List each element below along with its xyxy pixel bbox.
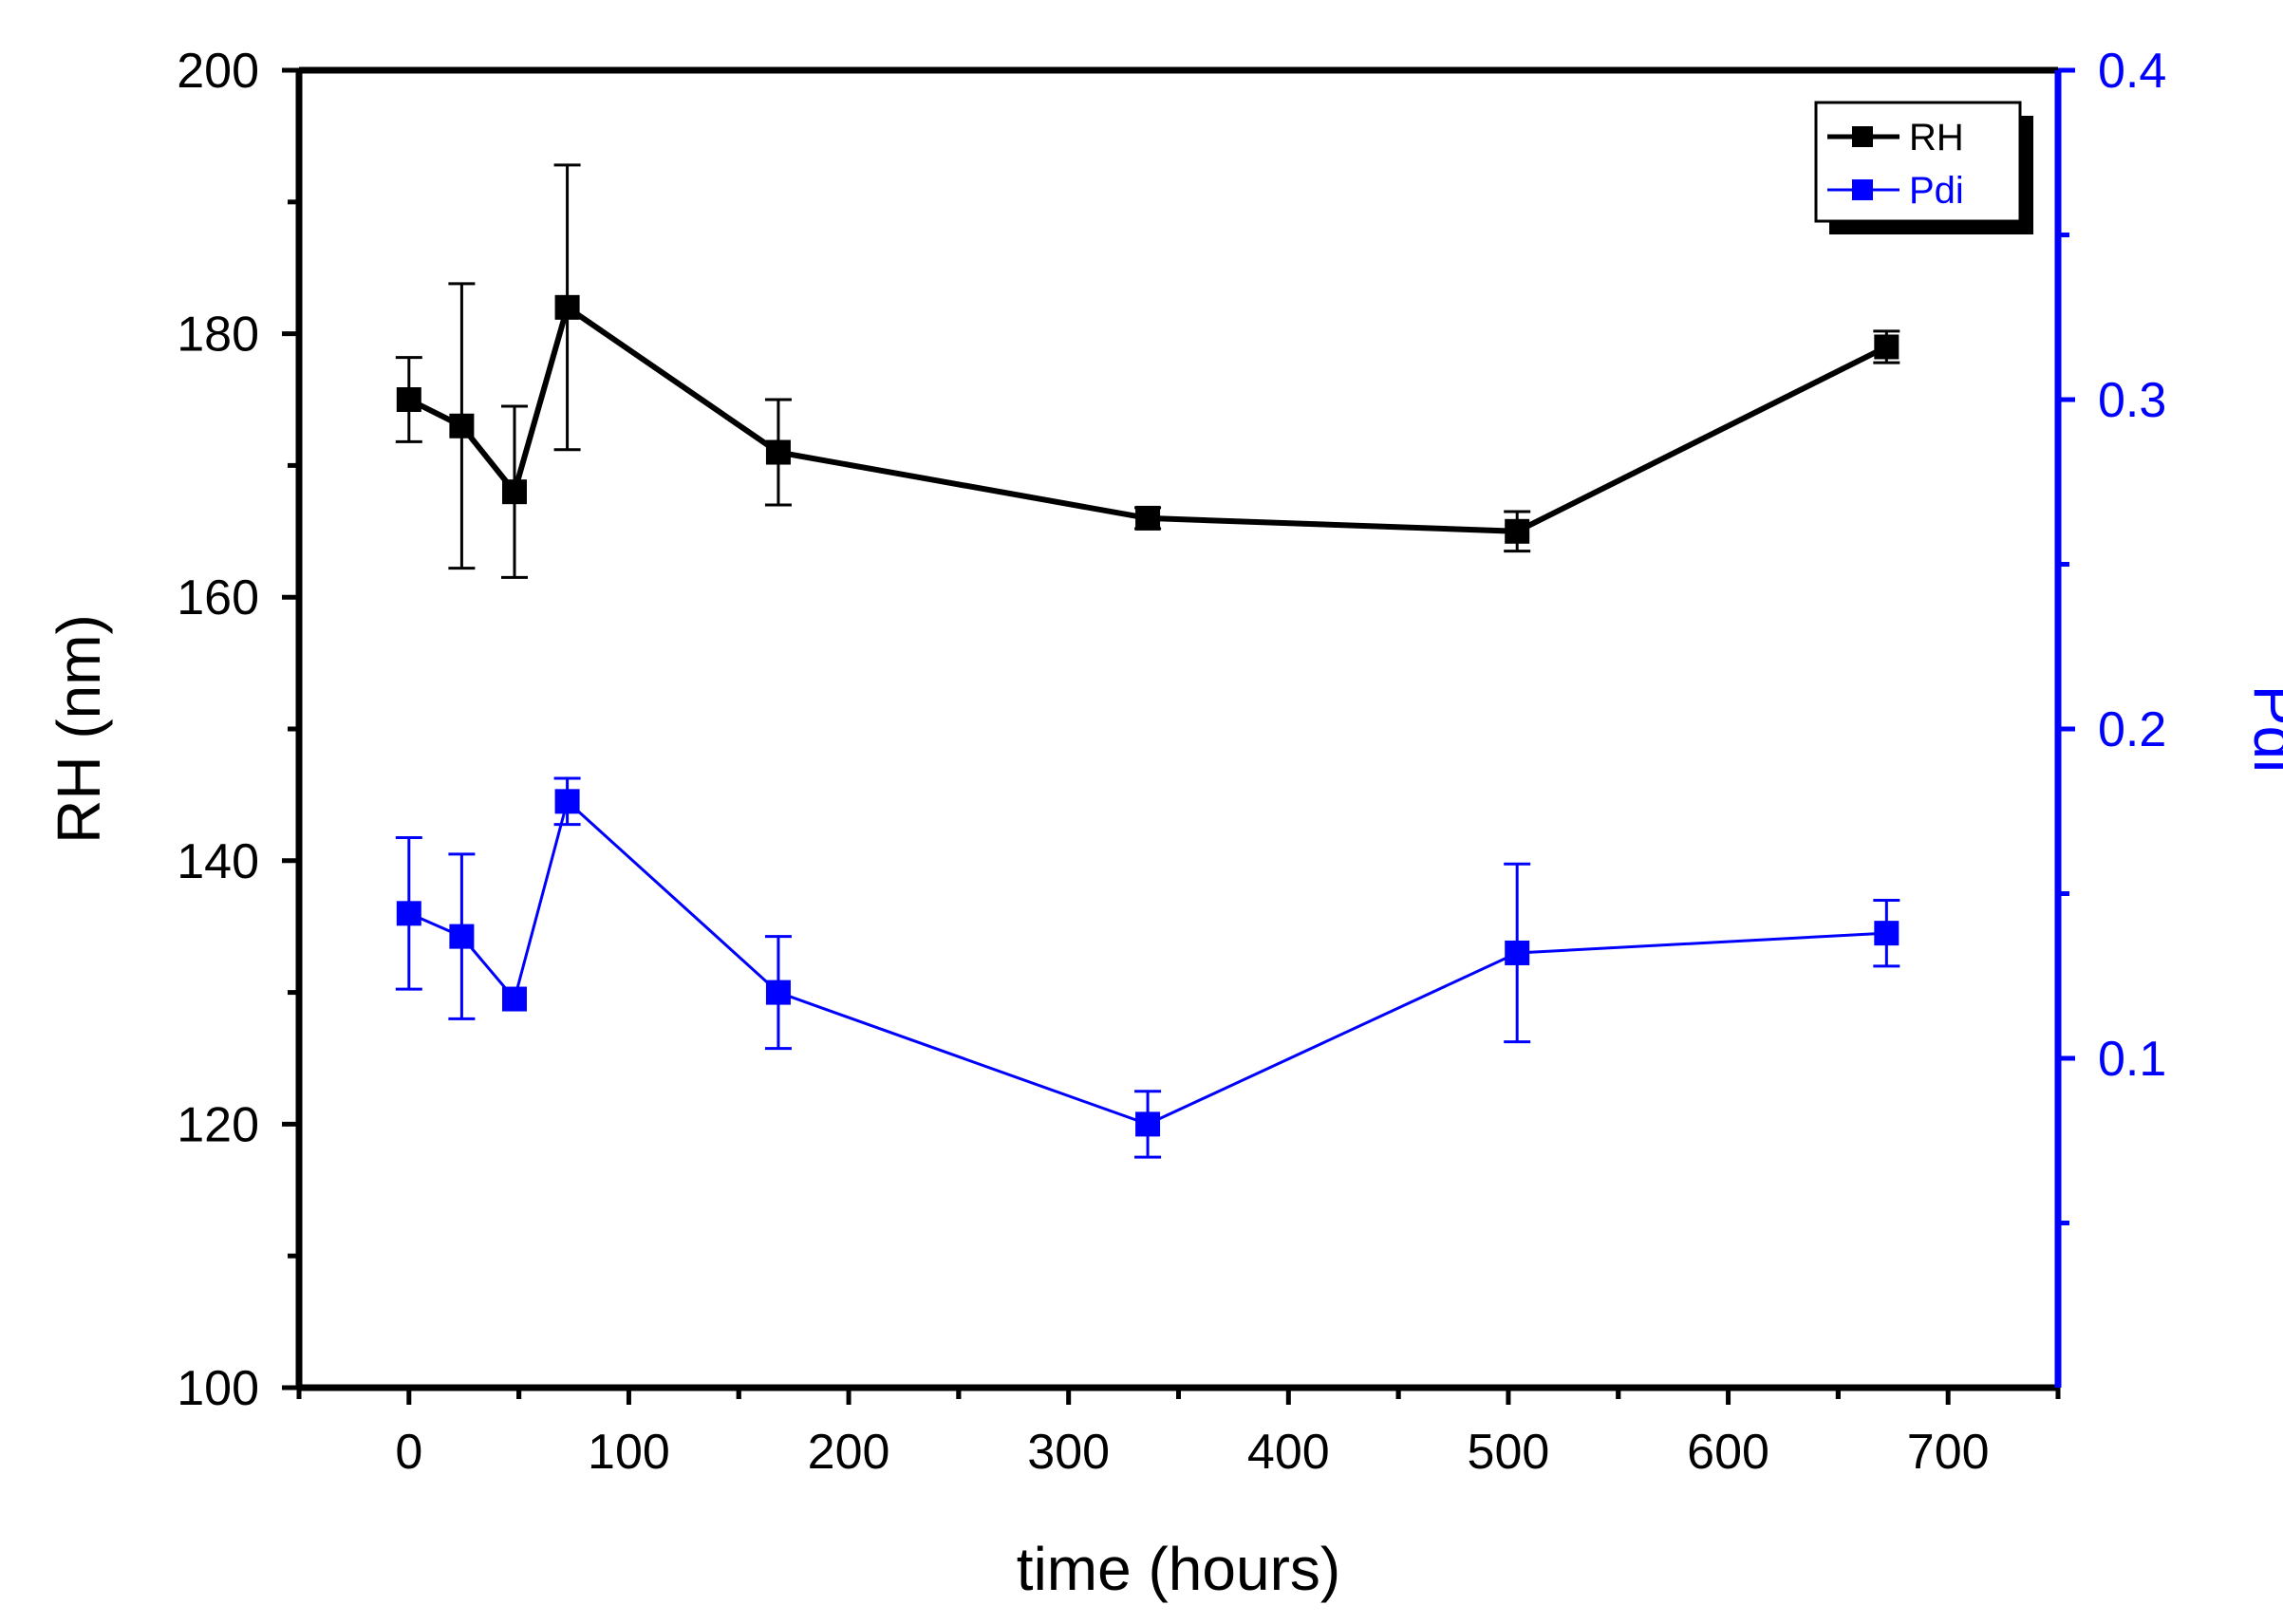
legend-item-rh: RH [1827,117,1964,159]
data-point-rh [765,439,791,465]
data-point-rh [1874,334,1899,360]
series-line-rh [407,302,1888,534]
legend-item-pdi: Pdi [1827,170,1964,212]
legend-marker [1852,179,1873,200]
data-point-pdi [1135,1111,1161,1137]
legend-box [1814,101,2022,223]
series-layer [395,163,1900,1159]
legend-label: RH [1909,117,1964,159]
x-tick-label: 400 [1247,1425,1330,1480]
data-point-rh [449,413,475,439]
x-axis-title: time (hours) [1017,1535,1340,1603]
data-point-pdi [765,980,791,1005]
x-tick-label: 500 [1468,1425,1550,1480]
x-tick-label: 0 [395,1425,422,1480]
data-point-rh [501,479,527,505]
x-tick-label: 600 [1687,1425,1769,1480]
y2-axis-title: Pdi [2241,685,2283,774]
legend: RH Pdi [1814,101,2033,234]
y2-tick-label: 0.4 [2098,44,2166,99]
y-tick-label: 120 [177,1097,259,1152]
y-tick-label: 180 [177,308,259,363]
data-point-pdi [1874,921,1899,946]
y-tick-label: 140 [177,834,259,889]
y2-tick-label: 0.3 [2098,373,2166,428]
data-point-rh [1135,505,1161,531]
data-point-rh [1505,518,1530,544]
y2-tick-label: 0.1 [2098,1032,2166,1087]
x-tick-label: 100 [588,1425,670,1480]
y2-tick-label: 0.2 [2098,702,2166,757]
x-tick-label: 700 [1907,1425,1990,1480]
data-point-rh [554,294,580,320]
y-tick-label: 160 [177,570,259,625]
y-axis-title: RH (nm) [45,614,113,844]
x-tick-label: 200 [808,1425,890,1480]
data-point-pdi [449,924,475,949]
data-point-pdi [501,986,527,1012]
series-pdi [395,776,1900,1159]
legend-marker [1852,126,1873,147]
axes: 0 100 200 300 400 500 600 700 100 120 140 160 180 200… [45,44,2283,1603]
legend-label: Pdi [1909,170,1964,212]
data-point-pdi [1505,940,1530,965]
data-point-pdi [396,901,421,926]
data-point-rh [396,387,421,412]
y-tick-label: 100 [177,1361,259,1416]
series-line-pdi [408,798,1887,1127]
series-rh [395,163,1900,579]
data-point-pdi [554,789,580,814]
y-tick-label: 200 [177,44,259,99]
x-tick-label: 300 [1027,1425,1110,1480]
